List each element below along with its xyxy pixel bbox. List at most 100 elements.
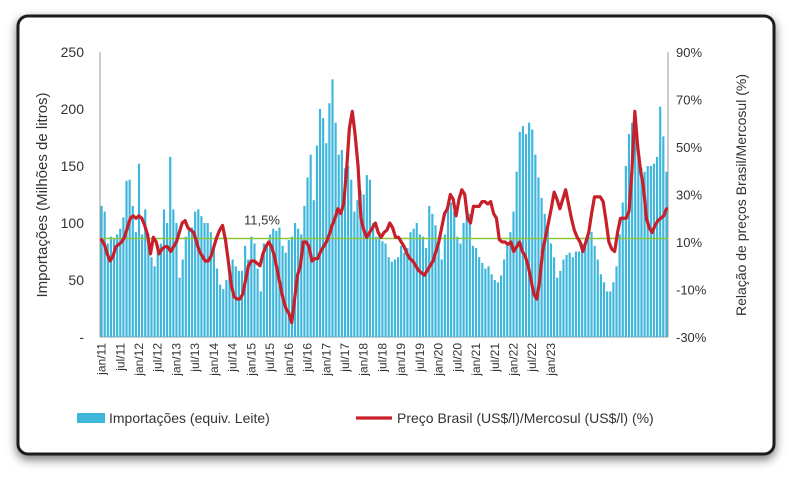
import-bar	[290, 236, 294, 337]
import-bar	[371, 223, 375, 337]
import-bar	[662, 136, 665, 337]
import-bar	[122, 217, 125, 337]
import-bar	[646, 166, 649, 337]
import-bar	[599, 274, 602, 337]
import-bar	[503, 259, 506, 337]
import-bar	[459, 243, 462, 337]
import-bar	[655, 156, 659, 337]
x-tick-label: jul/11	[113, 343, 127, 372]
import-bar	[347, 166, 350, 337]
import-bar	[315, 145, 318, 337]
x-tick-label: jan/19	[394, 343, 408, 377]
left-tick-label: 150	[61, 158, 85, 174]
import-bar	[593, 245, 596, 337]
import-bar	[240, 270, 244, 337]
import-bar	[584, 245, 587, 337]
import-bar	[518, 131, 521, 337]
x-tick-label: jan/11	[95, 343, 109, 376]
import-bar	[300, 234, 303, 337]
import-bar	[487, 266, 490, 337]
import-bar	[144, 209, 147, 337]
reference-line-label: 11,5%	[244, 212, 280, 227]
import-bar	[474, 248, 478, 337]
import-bar	[137, 163, 141, 337]
right-tick-label: 30%	[676, 188, 702, 203]
import-bar	[512, 211, 515, 337]
import-bar	[153, 266, 156, 337]
import-bar	[471, 245, 475, 337]
import-bar	[362, 194, 365, 337]
import-bar	[284, 252, 287, 337]
import-bar	[556, 277, 559, 337]
import-bar	[368, 179, 372, 337]
x-tick-label: jan/21	[469, 343, 483, 377]
import-bar	[478, 257, 481, 337]
import-bar	[571, 257, 574, 337]
import-bar	[312, 200, 315, 337]
import-bar	[440, 259, 443, 337]
right-axis-title: Relação de preços Brasil/Mercosul (%)	[733, 74, 749, 316]
x-tick-label: jul/17	[338, 343, 352, 373]
import-bar	[590, 232, 593, 337]
legend: Importações (equiv. Leite) Preço Brasil …	[77, 410, 654, 426]
left-tick-label: 200	[61, 101, 85, 117]
import-bar	[421, 236, 425, 337]
import-bar	[303, 205, 306, 337]
x-tick-label: jan/18	[357, 343, 371, 377]
legend-label-price: Preço Brasil (US$/l)/Mercosul (US$/l) (%…	[397, 410, 654, 426]
import-bar	[390, 261, 393, 337]
import-bar	[384, 243, 387, 337]
x-tick-label: jul/20	[450, 343, 464, 373]
import-bar	[181, 259, 184, 337]
import-bar	[443, 234, 446, 337]
import-bar	[331, 79, 334, 338]
import-bar	[200, 216, 203, 337]
import-bar	[253, 243, 256, 337]
import-bar	[396, 257, 400, 337]
import-bar	[559, 270, 562, 337]
import-bar	[506, 243, 509, 337]
x-tick-label: jul/22	[525, 343, 539, 373]
import-bar	[606, 291, 609, 337]
import-bar	[615, 266, 618, 337]
import-bar	[450, 202, 453, 337]
import-bar	[159, 243, 162, 337]
import-bar	[293, 223, 297, 337]
import-bar	[178, 277, 181, 337]
import-bar	[340, 150, 343, 337]
import-bar	[287, 240, 290, 337]
import-bar	[462, 223, 465, 337]
import-bar	[375, 236, 378, 337]
import-bar	[515, 171, 518, 337]
import-bar	[190, 227, 194, 337]
import-bar	[334, 122, 337, 338]
import-bar	[228, 268, 231, 337]
import-bar	[484, 268, 487, 337]
import-bar	[546, 228, 549, 337]
import-bar	[446, 205, 450, 337]
import-bar	[262, 243, 265, 337]
import-bar	[649, 166, 652, 337]
import-bar	[169, 156, 172, 337]
import-bar	[587, 236, 590, 337]
import-bar	[618, 234, 621, 337]
import-bar	[431, 213, 434, 337]
import-bar	[565, 254, 568, 337]
legend-swatch-imports	[77, 413, 105, 423]
x-tick-label: jan/12	[132, 343, 146, 377]
import-bar	[574, 251, 578, 337]
import-bar	[156, 245, 159, 337]
import-bar	[209, 232, 212, 337]
import-bar	[116, 234, 119, 337]
import-bar	[627, 134, 631, 337]
import-bar	[531, 129, 534, 337]
import-bar	[343, 168, 347, 337]
import-bar	[359, 191, 362, 337]
left-axis-ticks: - 50 100 150 200 250	[61, 44, 85, 345]
import-bar	[215, 268, 219, 337]
import-bar	[553, 257, 556, 337]
import-bar	[521, 126, 524, 337]
x-axis-ticks: jan/11 jul/11 jan/12 jul/12 jan/13 jul/13 jan/…	[95, 343, 558, 377]
import-bar	[194, 211, 197, 337]
x-tick-label: jul/18	[375, 343, 389, 373]
